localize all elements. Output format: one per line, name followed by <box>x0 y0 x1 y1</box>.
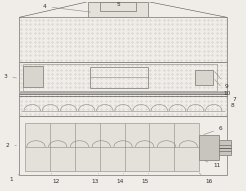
Text: 6: 6 <box>204 126 223 134</box>
Bar <box>23 66 43 87</box>
Bar <box>19 62 227 116</box>
Text: 9: 9 <box>215 72 229 89</box>
Text: 1: 1 <box>9 174 19 182</box>
Text: 3: 3 <box>3 74 16 79</box>
Bar <box>19 116 227 175</box>
Bar <box>19 17 227 62</box>
Text: 15: 15 <box>141 173 148 184</box>
Text: 10: 10 <box>215 79 231 96</box>
Bar <box>88 2 148 17</box>
Text: 8: 8 <box>227 98 235 108</box>
Bar <box>199 135 219 160</box>
Text: 7: 7 <box>227 92 237 102</box>
Bar <box>25 123 199 171</box>
Text: 12: 12 <box>51 173 60 184</box>
Bar <box>90 66 148 88</box>
Bar <box>23 64 217 91</box>
Text: 11: 11 <box>206 161 221 168</box>
Bar <box>219 140 231 155</box>
Text: 2: 2 <box>5 143 16 148</box>
Bar <box>100 2 136 11</box>
Text: 13: 13 <box>92 173 99 184</box>
Text: 14: 14 <box>116 173 124 184</box>
Text: 5: 5 <box>116 2 120 7</box>
Text: 4: 4 <box>43 4 91 12</box>
Text: 16: 16 <box>199 173 213 184</box>
Bar <box>195 70 213 85</box>
